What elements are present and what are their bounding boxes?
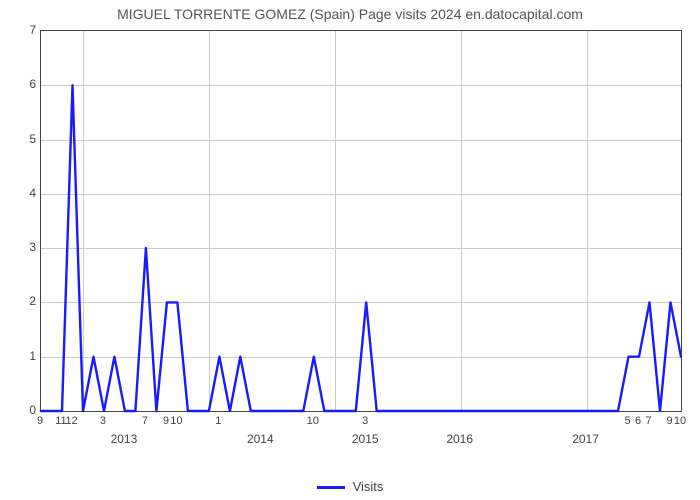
visits-chart: { "chart": { "type": "line", "title": "M… [0,0,700,500]
x-tick: 10 [170,415,182,427]
y-tick: 4 [20,186,36,200]
x-year: 2015 [352,432,379,446]
y-tick: 1 [20,349,36,363]
y-tick: 7 [20,23,36,37]
x-tick: 10 [307,415,319,427]
x-tick: 7 [142,415,148,427]
chart-title: MIGUEL TORRENTE GOMEZ (Spain) Page visit… [0,6,700,22]
x-year: 2013 [111,432,138,446]
x-tick: 10 [674,415,686,427]
x-tick: 12 [65,415,77,427]
legend-swatch [317,486,345,489]
x-tick: 9 [37,415,43,427]
x-year: 2016 [446,432,473,446]
plot-area [40,30,682,412]
x-tick: 7 [645,415,651,427]
x-year: 2017 [572,432,599,446]
x-tick: 3 [362,415,368,427]
y-tick: 6 [20,77,36,91]
y-tick: 2 [20,294,36,308]
line-series [41,31,681,411]
x-tick: 9 [163,415,169,427]
y-tick: 3 [20,240,36,254]
x-tick: 6 [635,415,641,427]
x-year: 2014 [247,432,274,446]
x-tick: 3 [100,415,106,427]
y-tick: 0 [20,403,36,417]
x-tick: 5 [624,415,630,427]
y-tick: 5 [20,132,36,146]
legend-label: Visits [353,479,384,494]
x-tick: 9 [666,415,672,427]
legend: Visits [0,479,700,494]
x-tick: 1 [215,415,221,427]
